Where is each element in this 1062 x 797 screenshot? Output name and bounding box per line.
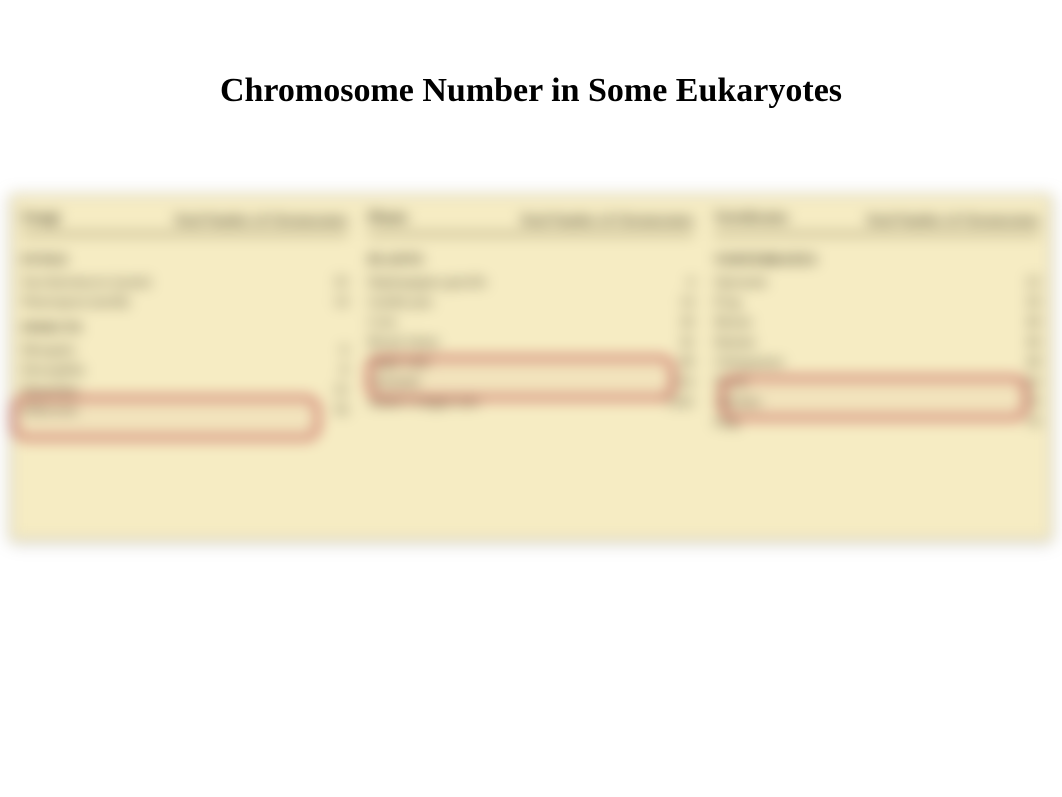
section-label: FUNGI: [22, 253, 348, 269]
column-header: Plants Total Number of Chromosomes: [368, 210, 694, 235]
table-row: Chimpanzee48: [714, 353, 1040, 373]
table-row: Human46: [714, 333, 1040, 353]
chromosome-table: Fungi Total Number of Chromosomes FUNGI …: [11, 195, 1051, 540]
header-group-label: Fungi: [22, 210, 60, 227]
table-row: Neurospora (mold)14: [22, 293, 348, 313]
column-header: Vertebrates Total Number of Chromosomes: [714, 210, 1040, 235]
section-label: VERTEBRATES: [714, 253, 1040, 269]
table-row: Horse64: [714, 373, 1040, 393]
table-column-3: Vertebrates Total Number of Chromosomes …: [714, 210, 1040, 515]
table-row: Haplopappus gracilis4: [368, 273, 694, 293]
header-group-label: Plants: [368, 210, 408, 227]
slide-title: Chromosome Number in Some Eukaryotes: [0, 72, 1062, 110]
header-count-label: Total Number of Chromosomes: [174, 213, 348, 227]
table-row: Sugar cane80: [368, 353, 694, 373]
table-row: Frog26: [714, 293, 1040, 313]
table-row: Honeybee32: [22, 381, 348, 401]
table-row: Opossum22: [714, 273, 1040, 293]
header-group-label: Vertebrates: [714, 210, 788, 227]
table-row: Mouse40: [714, 313, 1040, 333]
table-row: Saccharomyces (yeast)32: [22, 273, 348, 293]
table-row: Adder's tongue fern1262: [368, 393, 694, 413]
header-count-label: Total Number of Chromosomes: [866, 213, 1040, 227]
section-label: PLANTS: [368, 253, 694, 269]
table-row: Silkworm56: [22, 401, 348, 421]
table-row: Horsetail216: [368, 373, 694, 393]
table-column-2: Plants Total Number of Chromosomes PLANT…: [368, 210, 694, 515]
table-row: Mosquito6: [22, 341, 348, 361]
table-container: Fungi Total Number of Chromosomes FUNGI …: [0, 195, 1062, 555]
table-row: Corn20: [368, 313, 694, 333]
table-row: Garden pea14: [368, 293, 694, 313]
table-row: Bread wheat42: [368, 333, 694, 353]
header-count-label: Total Number of Chromosomes: [520, 213, 694, 227]
section-label: INSECTS: [22, 321, 348, 337]
table-row: Dog78: [714, 413, 1040, 433]
table-column-1: Fungi Total Number of Chromosomes FUNGI …: [22, 210, 348, 515]
slide-page: Chromosome Number in Some Eukaryotes Fun…: [0, 0, 1062, 797]
table-row: Chicken78: [714, 393, 1040, 413]
column-header: Fungi Total Number of Chromosomes: [22, 210, 348, 235]
table-row: Drosophila8: [22, 361, 348, 381]
